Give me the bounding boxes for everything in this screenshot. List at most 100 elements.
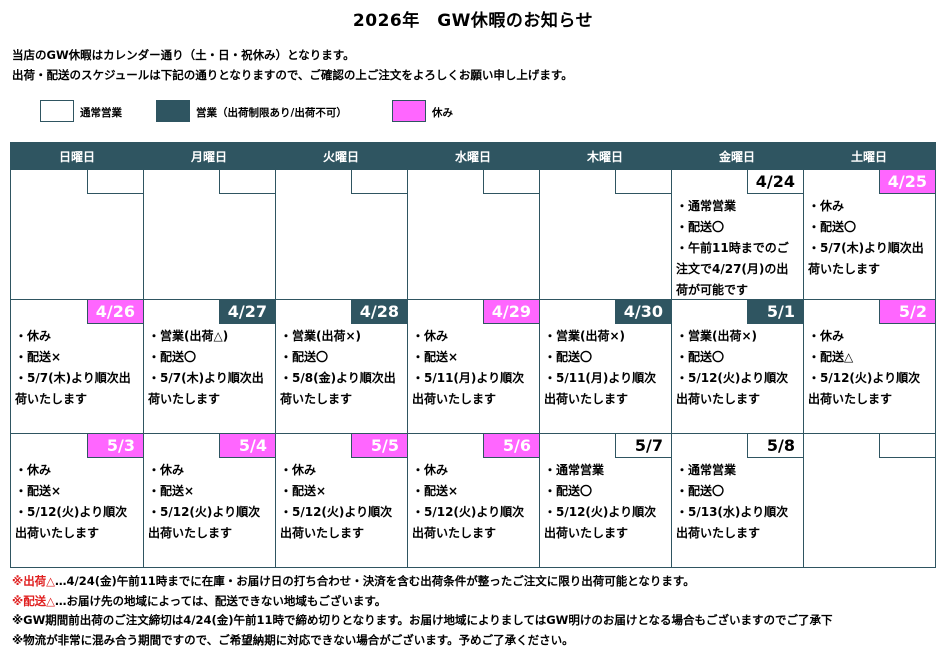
calendar-day: 4/25 ・休み ・配送〇 ・5/7(木)より順次出 荷いたします xyxy=(803,170,935,299)
footer-note-text: …4/24(金)午前11時までに在庫・お届け日の打ち合わせ・決済を含む出荷条件が… xyxy=(55,574,695,588)
weekday-header-cell: 土曜日 xyxy=(850,149,887,164)
weekday-header-cell: 日曜日 xyxy=(58,149,95,164)
day-note-line: 出荷いたします xyxy=(148,526,233,540)
day-note-line: ・休み xyxy=(15,329,52,343)
day-note-line: ・通常営業 xyxy=(676,463,737,477)
intro-text: 当店のGW休暇はカレンダー通り（土・日・祝休み）となります。 出荷・配送のスケジ… xyxy=(12,45,573,85)
day-notes: ・通常営業 ・配送〇 ・5/13(水)より順次 出荷いたします xyxy=(676,460,801,544)
footer-note-text: ※GW期間前出荷のご注文締切は4/24(金)午前11時で締め切りとなります。お届… xyxy=(12,613,833,627)
calendar-day: 5/8 ・通常営業 ・配送〇 ・5/13(水)より順次 出荷いたします xyxy=(671,434,803,567)
day-note-line: ・午前11時までのご xyxy=(676,241,789,255)
day-notes: ・休み ・配送〇 ・5/7(木)より順次出 荷いたします xyxy=(808,196,933,280)
day-note-line: ・5/12(火)より順次 xyxy=(412,505,525,519)
day-note-line: ・配送× xyxy=(280,484,327,498)
day-date xyxy=(615,170,671,194)
day-note-line: ・休み xyxy=(808,329,845,343)
calendar-day: 4/26 ・休み ・配送× ・5/7(木)より順次出 荷いたします xyxy=(11,300,143,433)
weekday-header-cell: 木曜日 xyxy=(586,149,623,164)
day-note-line: 出荷いたします xyxy=(412,526,497,540)
day-note-line: 出荷いたします xyxy=(676,526,761,540)
footer-note: ※出荷△…4/24(金)午前11時までに在庫・お届け日の打ち合わせ・決済を含む出… xyxy=(12,572,833,592)
day-note-line: 注文で4/27(月)の出 xyxy=(676,262,789,276)
day-notes: ・休み・配送× ・5/12(火)より順次 出荷いたします xyxy=(280,460,405,544)
day-note-line: ・配送〇 xyxy=(148,350,197,364)
weekday-header-cell: 金曜日 xyxy=(718,149,755,164)
intro-line: 出荷・配送のスケジュールは下記の通りとなりますので、ご確認の上ご注文をよろしくお… xyxy=(12,68,573,82)
day-date: 5/4 xyxy=(219,434,275,458)
day-notes: ・通常営業 ・配送〇 ・午前11時までのご 注文で4/27(月)の出 荷が可能です xyxy=(676,196,801,301)
week-row: 4/24 ・通常営業 ・配送〇 ・午前11時までのご 注文で4/27(月)の出 荷が可能で… xyxy=(11,169,935,299)
day-date: 5/7 xyxy=(615,434,671,458)
legend-label: 休み xyxy=(432,107,453,119)
weekday-header-cell: 水曜日 xyxy=(454,149,491,164)
day-note-line: 出荷いたします xyxy=(808,392,893,406)
calendar-day: 4/27 ・営業(出荷△) ・配送〇 ・5/7(木)より順次出 荷いたします xyxy=(143,300,275,433)
calendar-day: 5/4 ・休み ・配送× ・5/12(火)より順次 出荷いたします xyxy=(143,434,275,567)
day-note-line: ・休み xyxy=(148,463,185,477)
footer-note-highlight: 配送△ xyxy=(23,593,56,608)
legend-swatch-off xyxy=(392,100,426,122)
day-date: 4/30 xyxy=(615,300,671,324)
day-note-line: ・配送〇 xyxy=(808,220,857,234)
calendar-day: 5/3 ・休み ・配送× ・5/12(火)より順次 出荷いたします xyxy=(11,434,143,567)
day-note-line: ・休み xyxy=(412,463,449,477)
day-note-line: ・休み xyxy=(280,463,317,477)
day-date: 5/8 xyxy=(747,434,803,458)
day-date: 4/28 xyxy=(351,300,407,324)
weekday-header-cell: 火曜日 xyxy=(322,149,359,164)
day-note-line: 出荷いたします xyxy=(15,526,100,540)
calendar-day xyxy=(11,170,143,299)
day-note-line: 出荷いたします xyxy=(544,392,629,406)
page-title: 2026年 GW休暇のお知らせ xyxy=(352,11,594,31)
calendar-day: 4/30 ・営業(出荷×) ・配送〇・5/11(月)より順次 出荷いたします xyxy=(539,300,671,433)
day-date xyxy=(351,170,407,194)
calendar-day: 4/28 ・営業(出荷×) ・配送〇 ・5/8(金)より順次出 荷いたします xyxy=(275,300,407,433)
day-note-line: ・配送〇 xyxy=(676,484,725,498)
calendar-day: 5/5 ・休み ・配送× ・5/12(火)より順次 出荷いたします xyxy=(275,434,407,567)
day-date: 4/27 xyxy=(219,300,275,324)
calendar-day xyxy=(275,170,407,299)
day-note-line: ・通常営業 xyxy=(676,199,737,213)
calendar-day xyxy=(407,170,539,299)
day-note-line: 出荷いたします xyxy=(412,392,497,406)
day-note-line: ・5/7(木)より順次出 xyxy=(15,371,131,385)
day-note-line: ・5/11(月)より順次 xyxy=(544,371,657,385)
day-note-line: ・5/11(月)より順次 xyxy=(412,371,525,385)
day-note-line: ・営業(出荷×) xyxy=(544,329,626,343)
day-note-line: ・配送〇 xyxy=(676,350,725,364)
calendar-day: 5/7 ・通常営業 ・配送〇 ・5/12(火)より順次 出荷いたします xyxy=(539,434,671,567)
day-notes: ・休み ・配送△ ・5/12(火)より順次 出荷いたします xyxy=(808,326,933,410)
day-note-line: ・営業(出荷×) xyxy=(676,329,758,343)
calendar-day: 4/24 ・通常営業 ・配送〇 ・午前11時までのご 注文で4/27(月)の出 荷が可能で… xyxy=(671,170,803,299)
day-date: 5/1 xyxy=(747,300,803,324)
day-note-line: ・配送× xyxy=(412,484,459,498)
day-note-line: 出荷いたします xyxy=(280,526,365,540)
day-note-line: ・配送× xyxy=(412,350,459,364)
day-note-line: ・配送× xyxy=(15,350,62,364)
day-notes: ・休み ・配送× ・5/12(火)より順次 出荷いたします xyxy=(15,460,141,544)
day-note-line: ・配送× xyxy=(148,484,195,498)
calendar-day: 4/29 ・休み ・配送× ・5/11(月)より順次 出荷いたします xyxy=(407,300,539,433)
day-note-line: ・配送〇 xyxy=(544,350,593,364)
footer-note-prefix: ※ xyxy=(12,593,24,608)
day-note-line: ・5/12(火)より順次 xyxy=(280,505,393,519)
day-notes: ・営業(出荷×) ・配送〇・5/11(月)より順次 出荷いたします xyxy=(544,326,669,410)
calendar-day xyxy=(143,170,275,299)
footer-note: ※配送△…お届け先の地域によっては、配送できない地域もございます。 xyxy=(12,592,833,612)
footer-note-text: ※物流が非常に混み合う期間ですので、ご希望納期に対応できない場合がございます。予… xyxy=(12,632,574,647)
calendar-day xyxy=(803,434,935,567)
day-note-line: ・配送〇 xyxy=(280,350,329,364)
day-note-line: ・休み xyxy=(412,329,449,343)
day-note-line: 出荷いたします xyxy=(676,392,761,406)
day-date xyxy=(483,170,539,194)
legend-label: 営業（出荷制限あり/出荷不可） xyxy=(196,107,347,119)
day-date: 4/24 xyxy=(747,170,803,194)
day-note-line: ・5/7(木)より順次出 xyxy=(808,241,924,255)
day-note-line: ・5/7(木)より順次出 xyxy=(148,371,264,385)
day-date: 5/3 xyxy=(87,434,143,458)
day-notes: ・通常営業 ・配送〇 ・5/12(火)より順次 出荷いたします xyxy=(544,460,669,544)
day-note-line: 出荷いたします xyxy=(544,526,629,540)
calendar-day: 5/6 ・休み ・配送× ・5/12(火)より順次 出荷いたします xyxy=(407,434,539,567)
day-note-line: ・休み xyxy=(808,199,845,213)
legend-swatch-normal xyxy=(40,100,74,122)
